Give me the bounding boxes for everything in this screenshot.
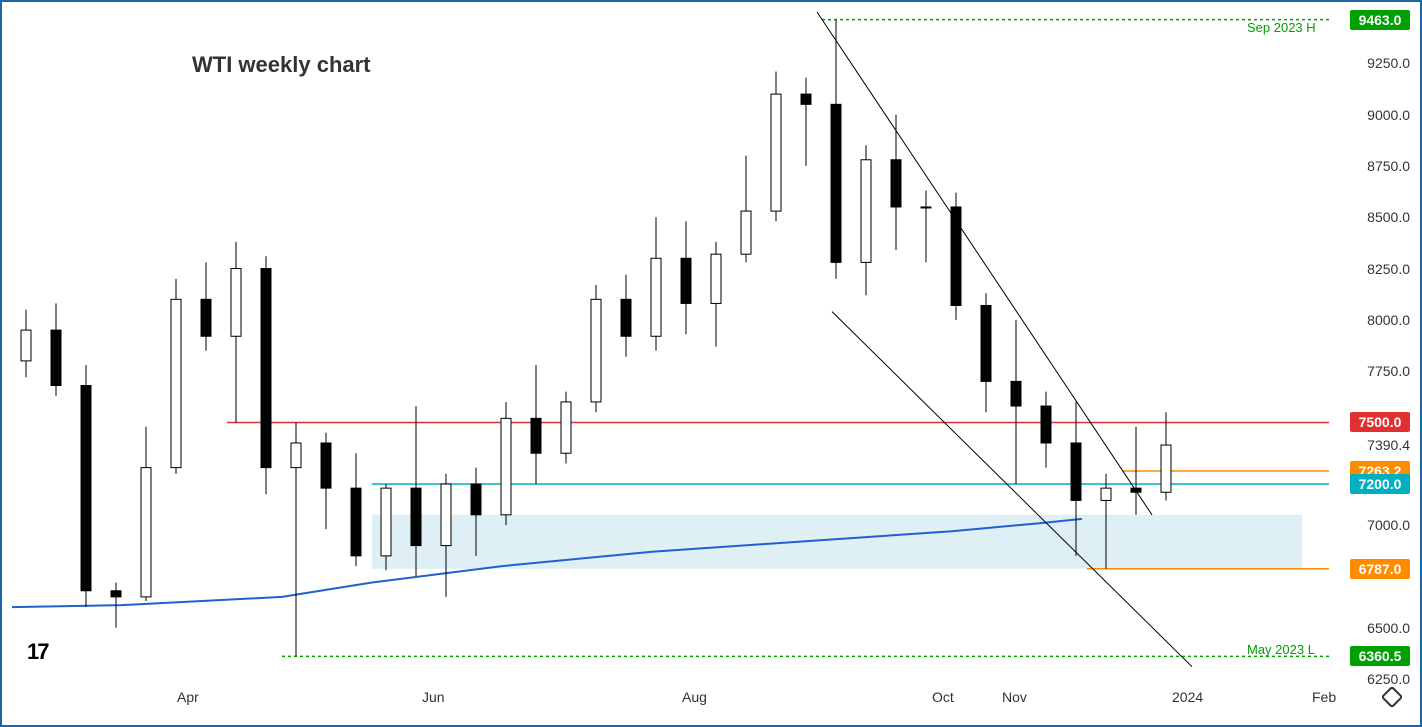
x-axis-tick: 2024 <box>1172 689 1203 705</box>
candle-body <box>621 299 631 336</box>
annotation: Sep 2023 H <box>1247 20 1316 35</box>
x-axis-tick: Feb <box>1312 689 1336 705</box>
x-axis-tick: Oct <box>932 689 954 705</box>
candle-body <box>291 443 301 468</box>
x-axis-tick: Apr <box>177 689 199 705</box>
x-axis-tick: Jun <box>422 689 445 705</box>
candle-body <box>81 386 91 591</box>
candle-body <box>1041 406 1051 443</box>
settings-icon[interactable] <box>1381 686 1404 709</box>
candle-body <box>1101 488 1111 500</box>
candle-body <box>441 484 451 546</box>
candle-body <box>21 330 31 361</box>
price-tag: 9463.0 <box>1350 10 1410 30</box>
y-axis-tick: 8500.0 <box>1367 209 1410 225</box>
candle-body <box>1131 488 1141 492</box>
candle-body <box>51 330 61 385</box>
candle-body <box>651 258 661 336</box>
candle-body <box>351 488 361 556</box>
x-axis-tick: Nov <box>1002 689 1027 705</box>
candle-body <box>831 104 841 262</box>
candle-body <box>471 484 481 515</box>
candle-body <box>981 305 991 381</box>
x-axis-tick: Aug <box>682 689 707 705</box>
candle-body <box>861 160 871 263</box>
y-axis-tick: 7000.0 <box>1367 517 1410 533</box>
y-axis-tick: 8750.0 <box>1367 158 1410 174</box>
price-tag: 6360.5 <box>1350 646 1410 666</box>
tradingview-logo: 17 <box>27 639 50 665</box>
candle-body <box>141 468 151 597</box>
candle-body <box>921 207 931 208</box>
candle-body <box>771 94 781 211</box>
candle-body <box>201 299 211 336</box>
y-axis-tick: 6500.0 <box>1367 620 1410 636</box>
candle-body <box>411 488 421 545</box>
candle-body <box>681 258 691 303</box>
candle-body <box>321 443 331 488</box>
price-tag: 7500.0 <box>1350 412 1410 432</box>
chart-svg <box>12 12 1335 675</box>
price-tag: 6787.0 <box>1350 559 1410 579</box>
y-axis-tick: 7750.0 <box>1367 363 1410 379</box>
candle-body <box>531 418 541 453</box>
support-zone <box>372 515 1302 569</box>
candle-body <box>591 299 601 402</box>
plot-area[interactable] <box>12 12 1335 675</box>
chart-container: WTI weekly chart 6250.06500.07000.07390.… <box>0 0 1422 727</box>
candle-body <box>1161 445 1171 492</box>
annotation: May 2023 L <box>1247 642 1315 657</box>
candle-body <box>741 211 751 254</box>
price-tag: 7200.0 <box>1350 474 1410 494</box>
candle-body <box>1071 443 1081 500</box>
y-axis-tick: 9000.0 <box>1367 107 1410 123</box>
candle-body <box>231 269 241 337</box>
y-axis-tick: 8000.0 <box>1367 312 1410 328</box>
y-axis-tick: 8250.0 <box>1367 261 1410 277</box>
candle-body <box>261 269 271 468</box>
candle-body <box>171 299 181 467</box>
candle-body <box>951 207 961 306</box>
candle-body <box>501 418 511 514</box>
y-axis-tick: 9250.0 <box>1367 55 1410 71</box>
candle-body <box>801 94 811 104</box>
candle-body <box>711 254 721 303</box>
candle-body <box>381 488 391 556</box>
candle-body <box>561 402 571 453</box>
channel-line <box>817 12 1152 515</box>
candle-body <box>1011 381 1021 406</box>
candle-body <box>111 591 121 597</box>
y-axis-tick: 6250.0 <box>1367 671 1410 687</box>
candle-body <box>891 160 901 207</box>
y-axis-tick: 7390.4 <box>1367 437 1410 453</box>
